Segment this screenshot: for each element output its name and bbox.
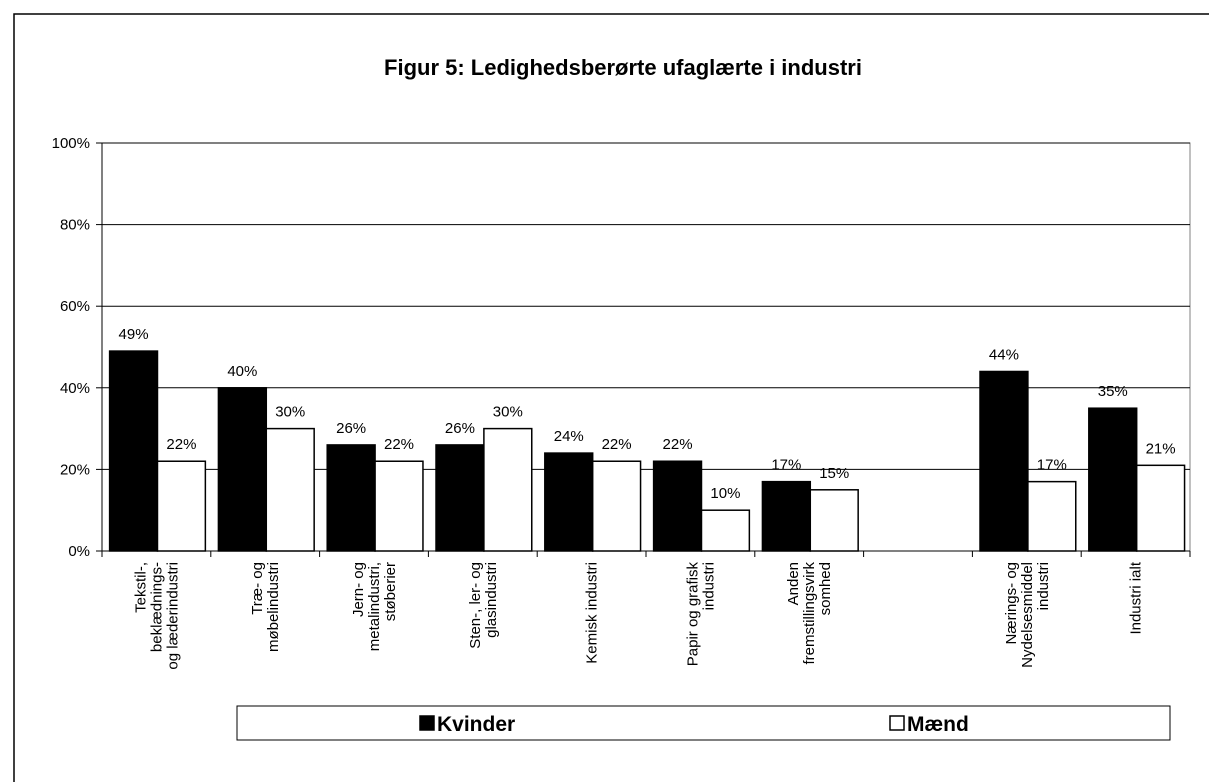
legend-label: Mænd <box>907 713 969 736</box>
bar <box>435 444 485 552</box>
x-tick-label: Tekstil-,beklædnings-og læderindustri <box>132 562 181 670</box>
y-tick-label: 100% <box>52 135 90 152</box>
x-tick-label: Industri ialt <box>1128 561 1145 634</box>
x-tick-label: Papir og grafiskindustri <box>684 562 717 667</box>
data-label: 30% <box>493 404 523 421</box>
bar <box>809 489 859 552</box>
data-label: 30% <box>275 404 305 421</box>
y-tick-label: 0% <box>68 543 90 560</box>
bar <box>652 460 703 552</box>
bar <box>483 427 533 552</box>
bar <box>108 350 159 552</box>
legend-swatch <box>419 715 435 731</box>
y-tick-label: 80% <box>60 217 90 234</box>
data-label: 26% <box>445 420 475 437</box>
bar <box>1088 407 1138 552</box>
x-tick-label: Nærings- ogNydelsesmiddelindustri <box>1003 562 1052 668</box>
bar <box>700 509 751 552</box>
x-tick-label: Sten-, ler- ogglasindustri <box>467 562 500 649</box>
bar <box>374 460 424 552</box>
x-tick-label: Træ- ogmøbelindustri <box>249 562 282 652</box>
data-label: 35% <box>1098 383 1128 400</box>
legend-box <box>236 705 1171 741</box>
chart-title: Figur 5: Ledighedsberørte ufaglærte i in… <box>384 55 862 80</box>
bar <box>761 480 812 552</box>
data-label: 10% <box>710 485 740 502</box>
bar <box>265 427 315 552</box>
legend-label: Kvinder <box>437 713 515 736</box>
data-label: 22% <box>663 436 693 453</box>
bar <box>544 452 594 552</box>
bar <box>156 460 207 552</box>
bar <box>1027 480 1077 552</box>
data-label: 21% <box>1146 440 1176 457</box>
legend-swatch <box>889 715 905 731</box>
y-tick-label: 60% <box>60 298 90 315</box>
data-label: 26% <box>336 420 366 437</box>
data-label: 17% <box>771 457 801 474</box>
data-label: 49% <box>119 326 149 343</box>
data-label: 22% <box>166 436 196 453</box>
y-tick-label: 40% <box>60 380 90 397</box>
bar <box>591 460 642 552</box>
data-label: 22% <box>602 436 632 453</box>
y-tick-label: 20% <box>60 461 90 478</box>
data-label: 15% <box>819 465 849 482</box>
data-label: 22% <box>384 436 414 453</box>
x-tick-label: Andenfremstillingsvirksomhed <box>785 562 834 665</box>
bar <box>979 370 1029 552</box>
data-label: 17% <box>1037 457 1067 474</box>
data-label: 24% <box>554 428 584 445</box>
bar <box>1135 464 1186 552</box>
data-label: 44% <box>989 346 1019 363</box>
x-tick-label: Jern- ogmetalindustri,støberier <box>350 562 399 651</box>
bar <box>217 387 268 552</box>
data-label: 40% <box>227 363 257 380</box>
bar <box>326 444 376 552</box>
x-tick-label: Kemisk industri <box>584 562 601 664</box>
